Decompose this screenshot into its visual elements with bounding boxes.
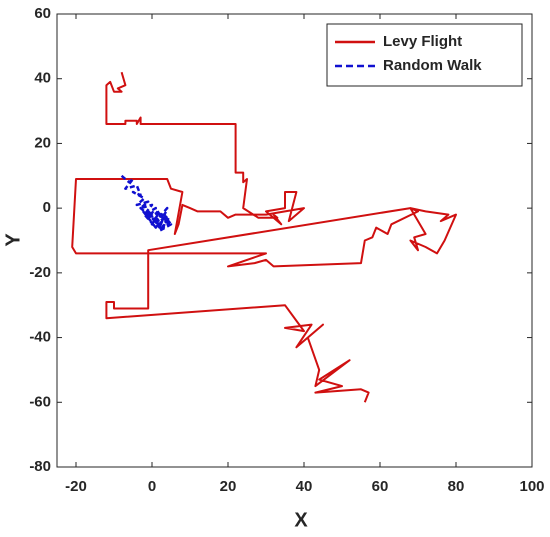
x-axis-title: X xyxy=(294,509,308,531)
legend-label: Levy Flight xyxy=(383,33,462,50)
legend-label: Random Walk xyxy=(383,57,482,74)
legend-box xyxy=(326,23,523,87)
y-tick-label: 0 xyxy=(43,199,51,216)
x-tick-label: 20 xyxy=(220,478,237,495)
x-tick-label: 60 xyxy=(372,478,389,495)
y-tick-label: -40 xyxy=(29,329,51,346)
x-tick-label: 100 xyxy=(519,478,544,495)
x-tick-label: 40 xyxy=(296,478,313,495)
series-line xyxy=(120,174,173,233)
x-tick-label: 0 xyxy=(148,478,156,495)
y-tick-label: 40 xyxy=(34,70,51,87)
y-tick-label: -20 xyxy=(29,264,51,281)
x-tick-label: -20 xyxy=(65,478,87,495)
axes-box xyxy=(56,13,533,468)
y-tick-label: 60 xyxy=(34,5,51,22)
y-tick-label: -80 xyxy=(29,458,51,475)
series-line xyxy=(71,71,457,403)
y-tick-label: -60 xyxy=(29,393,51,410)
plot-area xyxy=(57,14,532,467)
y-tick-label: 20 xyxy=(34,134,51,151)
y-axis-title: Y xyxy=(2,233,24,247)
x-tick-label: 80 xyxy=(448,478,465,495)
